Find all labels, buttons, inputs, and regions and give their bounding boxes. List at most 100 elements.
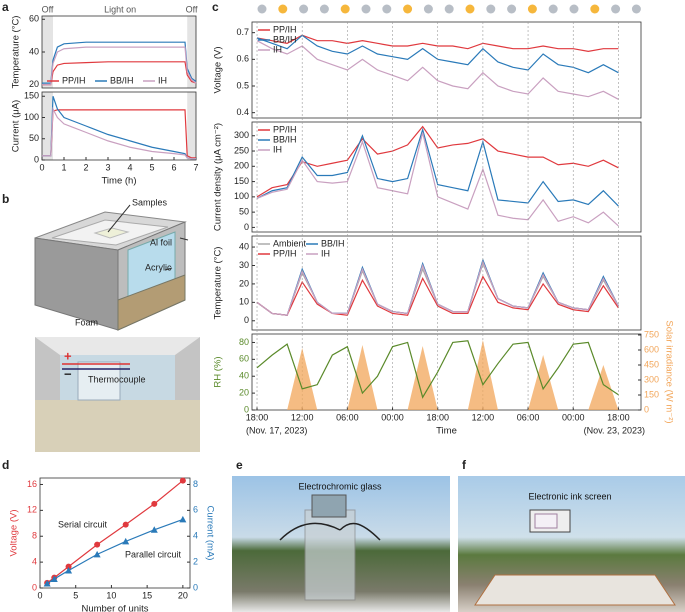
x-tick-label: 06:00 xyxy=(336,412,359,422)
x-tick-label: 00:00 xyxy=(562,412,585,422)
x-tick-label: 4 xyxy=(127,162,132,172)
x-tick-label: 18:00 xyxy=(607,412,630,422)
y-tick-label: 60 xyxy=(239,354,249,364)
panel-label: b xyxy=(2,192,9,206)
weather-icon xyxy=(569,4,579,14)
plot-frame xyxy=(251,121,642,233)
line xyxy=(256,260,619,316)
weather-icon xyxy=(423,4,433,14)
point xyxy=(43,579,51,587)
line xyxy=(256,340,619,399)
y-tick-label: 150 xyxy=(234,176,249,186)
x-tick-label: 5 xyxy=(73,590,78,600)
polarity-sign: − xyxy=(64,366,72,381)
line xyxy=(256,132,619,227)
point xyxy=(179,477,186,484)
panel-label: e xyxy=(236,458,243,472)
x-tick-label: 12:00 xyxy=(291,412,314,422)
x-axis-label: Time (h) xyxy=(101,176,136,187)
shaded-region xyxy=(42,16,53,88)
callout: Thermocouple xyxy=(88,374,146,384)
x-tick-label: 0 xyxy=(39,162,44,172)
annotation: Serial circuit xyxy=(58,519,108,529)
panel-label: f xyxy=(462,458,467,472)
leader xyxy=(179,237,189,241)
line xyxy=(42,106,196,160)
weather-icon xyxy=(465,4,475,14)
y2-tick-label: 2 xyxy=(193,556,198,566)
plot-frame xyxy=(251,21,642,119)
weather-icon xyxy=(444,4,454,14)
weather-icon xyxy=(403,4,413,14)
photo-callout: Electronic ink screen xyxy=(528,491,611,501)
callout: Al foil xyxy=(150,237,172,247)
x-tick-label: 18:00 xyxy=(246,412,269,422)
y2-tick-label: 750 xyxy=(644,329,659,339)
y-axis-label: Voltage (V) xyxy=(9,510,20,557)
y2-tick-label: 6 xyxy=(193,505,198,515)
y2-tick-label: 0 xyxy=(193,582,198,592)
y2-tick-label: 150 xyxy=(644,389,659,399)
electrochromic-glass xyxy=(311,494,347,518)
shaded-region xyxy=(187,92,196,160)
polarity-sign: + xyxy=(64,348,72,363)
y-tick-label: 50 xyxy=(29,133,39,143)
point xyxy=(65,563,72,570)
x-tick-label: 5 xyxy=(149,162,154,172)
line xyxy=(42,46,197,86)
y-axis-label: Temperature (°C) xyxy=(11,16,22,89)
x-tick-label: 1 xyxy=(61,162,66,172)
y-tick-label: 20 xyxy=(239,278,249,288)
area xyxy=(257,340,619,410)
y-tick-label: 100 xyxy=(234,191,249,201)
weather-icon xyxy=(319,4,329,14)
y-axis-label: Current (μA) xyxy=(11,100,22,152)
y-tick-label: 0.5 xyxy=(236,80,249,90)
chamber-front xyxy=(34,237,119,331)
leader xyxy=(107,204,131,233)
weather-icon xyxy=(527,4,537,14)
y-tick-label: 0.4 xyxy=(236,107,249,117)
y-axis-label: Temperature (°C) xyxy=(213,247,224,320)
weather-icon xyxy=(486,4,496,14)
callout: Samples xyxy=(132,197,168,207)
annotation: Off xyxy=(42,4,54,14)
y-tick-label: 200 xyxy=(234,161,249,171)
x-tick-label: 2 xyxy=(83,162,88,172)
y-tick-label: 50 xyxy=(239,207,249,217)
legend-label: IH xyxy=(321,248,330,258)
weather-icon xyxy=(361,4,371,14)
panel-label: a xyxy=(2,0,9,14)
photo-e xyxy=(232,476,450,612)
x-tick-label: 15 xyxy=(142,590,152,600)
y2-tick-label: 300 xyxy=(644,374,659,384)
annotation: Off xyxy=(186,4,198,14)
y-tick-label: 0 xyxy=(34,154,39,164)
legend-label: BB/IH xyxy=(321,238,345,248)
plot-frame xyxy=(251,333,642,411)
y-tick-label: 0 xyxy=(32,582,37,592)
shaded-region xyxy=(42,92,53,160)
point xyxy=(179,515,187,523)
y-tick-label: 4 xyxy=(32,556,37,566)
y-tick-label: 30 xyxy=(239,260,249,270)
y-tick-label: 0 xyxy=(244,404,249,414)
y-tick-label: 0.7 xyxy=(236,27,249,37)
section-floor xyxy=(35,400,200,452)
plot-frame xyxy=(41,91,197,161)
x-tick-label: 7 xyxy=(193,162,198,172)
y-tick-label: 40 xyxy=(239,241,249,251)
photo-f xyxy=(458,476,685,612)
legend-label: PP/IH xyxy=(273,124,297,134)
weather-icon xyxy=(590,4,600,14)
legend-label: BB/IH xyxy=(273,34,297,44)
line xyxy=(42,96,196,160)
x-tick-label: 0 xyxy=(37,590,42,600)
y2-axis-label: Solar irradiance (W m⁻²) xyxy=(663,320,674,423)
y2-tick-label: 0 xyxy=(644,404,649,414)
x-note: (Nov. 17, 2023) xyxy=(246,425,307,435)
point xyxy=(65,567,73,574)
shaded-region xyxy=(187,16,196,88)
y-tick-label: 300 xyxy=(234,130,249,140)
point xyxy=(50,575,58,582)
